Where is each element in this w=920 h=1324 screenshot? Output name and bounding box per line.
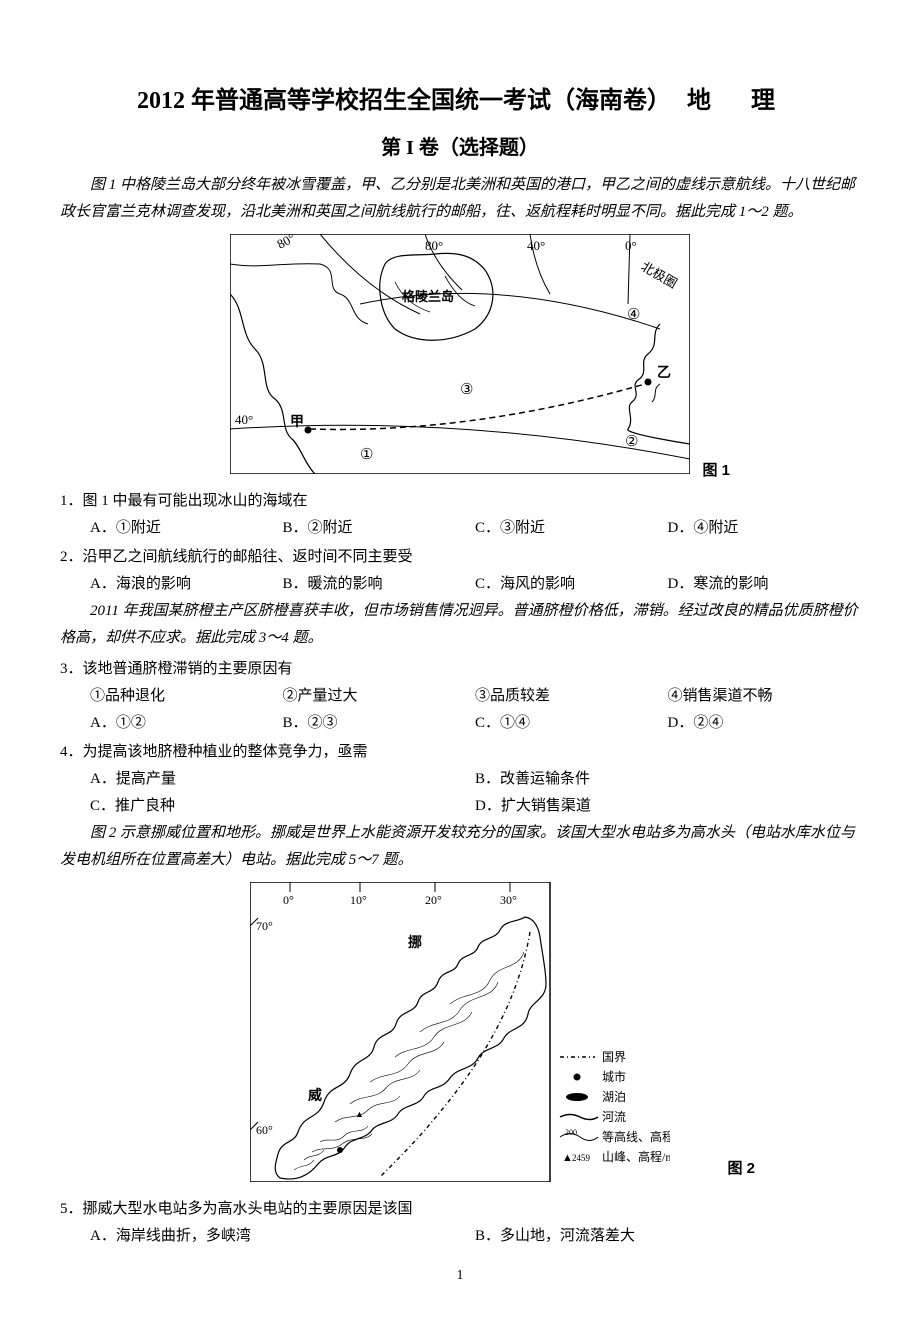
svg-text:0°: 0° [283,893,294,907]
section-title: 第 I 卷（选择题） [60,131,860,160]
svg-text:40°: 40° [527,238,545,253]
svg-text:▲: ▲ [355,1109,364,1119]
svg-text:80°: 80° [274,234,297,252]
svg-text:③: ③ [460,382,473,398]
question-2-stem: 2．沿甲乙之间航线航行的邮船往、返时间不同主要受 [60,544,860,571]
q3-opt-a: A．①② [90,710,283,737]
svg-text:格陵兰岛: 格陵兰岛 [402,289,454,304]
q3-sub-1: ①品种退化 [90,683,283,710]
svg-text:80°: 80° [425,238,443,253]
q5-opt-b: B．多山地，河流落差大 [475,1223,860,1250]
svg-text:威: 威 [308,1087,322,1104]
title-text: 2012 年普通高等学校招生全国统一考试（海南卷） [137,88,671,114]
q1-opt-a: A．①附近 [90,515,283,542]
question-4-options: A．提高产量 B．改善运输条件 C．推广良种 D．扩大销售渠道 [60,766,860,820]
page-number: 1 [60,1268,860,1284]
passage-1: 图 1 中格陵兰岛大部分终年被冰雪覆盖，甲、乙分别是北美洲和英国的港口，甲乙之间… [60,172,860,226]
svg-text:河流: 河流 [602,1110,626,1124]
svg-text:湖泊: 湖泊 [602,1089,626,1104]
q4-opt-a: A．提高产量 [90,766,475,793]
question-5-stem: 5．挪威大型水电站多为高水头电站的主要原因是该国 [60,1196,860,1223]
svg-text:60°: 60° [256,1123,273,1137]
svg-text:30°: 30° [500,893,517,907]
svg-text:0°: 0° [625,238,637,253]
svg-text:20°: 20° [425,893,442,907]
q2-opt-c: C．海风的影响 [475,571,668,598]
svg-text:北极圈: 北极圈 [639,259,680,291]
q4-opt-d: D．扩大销售渠道 [475,793,860,820]
main-title: 2012 年普通高等学校招生全国统一考试（海南卷） 地 理 [60,80,860,115]
question-5-options: A．海岸线曲折，多峡湾 B．多山地，河流落差大 [60,1223,860,1250]
svg-text:国界: 国界 [602,1050,626,1064]
svg-text:①: ① [360,447,373,463]
question-4-stem: 4．为提高该地脐橙种植业的整体竞争力，亟需 [60,739,860,766]
svg-text:等高线、高程/m: 等高线、高程/m [602,1129,670,1144]
q3-sub-4: ④销售渠道不畅 [668,683,861,710]
svg-text:山峰、高程/m: 山峰、高程/m [602,1149,670,1164]
question-2-options: A．海浪的影响 B．暖流的影响 C．海风的影响 D．寒流的影响 [60,571,860,598]
question-3-stem: 3．该地普通脐橙滞销的主要原因有 [60,656,860,683]
figure-2-container: 0° 10° 20° 30° 70° 60° 挪 威 ▲ [60,882,860,1188]
passage-2: 2011 年我国某脐橙主产区脐橙喜获丰收，但市场销售情况迥异。普通脐橙价格低，滞… [60,598,860,652]
svg-text:甲: 甲 [290,414,304,430]
q1-opt-d: D．④附近 [668,515,861,542]
svg-text:挪: 挪 [408,934,422,951]
q1-opt-c: C．③附近 [475,515,668,542]
passage-3: 图 2 示意挪威位置和地形。挪威是世界上水能资源开发较充分的国家。该国大型水电站… [60,820,860,874]
svg-text:乙: 乙 [657,365,671,381]
question-3-subs: ①品种退化 ②产量过大 ③品质较差 ④销售渠道不畅 [60,683,860,710]
q2-opt-a: A．海浪的影响 [90,571,283,598]
q3-opt-b: B．②③ [283,710,476,737]
q4-opt-b: B．改善运输条件 [475,766,860,793]
svg-text:④: ④ [627,307,640,323]
q3-opt-d: D．②④ [668,710,861,737]
svg-text:②: ② [625,434,638,450]
figure-2-label: 图 2 [727,1157,755,1178]
q2-opt-b: B．暖流的影响 [283,571,476,598]
figure-1-container: 北极圈 80° 80° 40° 0° 格陵兰岛 40° 甲 乙 ① ② ③ ④ … [60,234,860,480]
q1-opt-b: B．②附近 [283,515,476,542]
question-3-options: A．①② B．②③ C．①④ D．②④ [60,710,860,737]
q3-sub-3: ③品质较差 [475,683,668,710]
svg-text:2459: 2459 [572,1153,591,1163]
figure-1-label: 图 1 [702,459,730,480]
svg-text:200: 200 [565,1128,577,1137]
subject-text: 地 理 [687,88,783,114]
svg-text:10°: 10° [350,893,367,907]
figure-2-map: 0° 10° 20° 30° 70° 60° 挪 威 ▲ [250,882,670,1182]
q3-sub-2: ②产量过大 [283,683,476,710]
question-1-stem: 1．图 1 中最有可能出现冰山的海域在 [60,488,860,515]
q5-opt-a: A．海岸线曲折，多峡湾 [90,1223,475,1250]
question-1-options: A．①附近 B．②附近 C．③附近 D．④附近 [60,515,860,542]
svg-text:40°: 40° [235,412,253,427]
svg-text:70°: 70° [256,919,273,933]
q3-opt-c: C．①④ [475,710,668,737]
figure-1-map: 北极圈 80° 80° 40° 0° 格陵兰岛 40° 甲 乙 ① ② ③ ④ [230,234,690,474]
q4-opt-c: C．推广良种 [90,793,475,820]
q2-opt-d: D．寒流的影响 [668,571,861,598]
svg-text:城市: 城市 [602,1069,626,1084]
